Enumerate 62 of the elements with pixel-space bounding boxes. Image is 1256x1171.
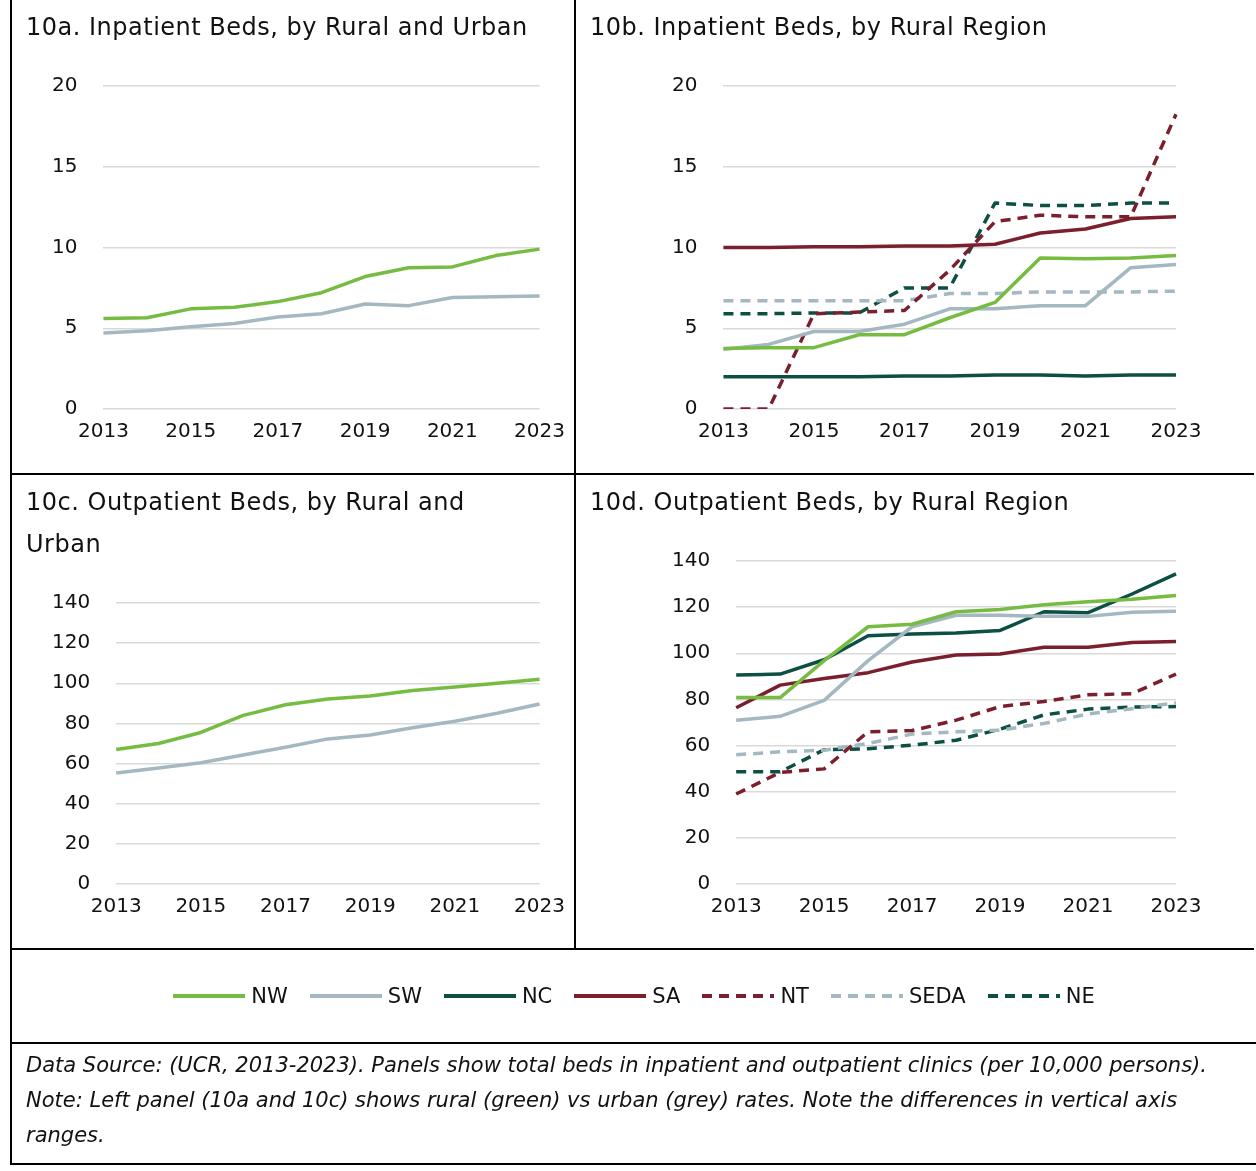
y-tick-label: 5 [684,314,698,339]
legend-label: NC [521,984,553,1008]
y-tick-label: 140 [671,547,711,572]
y-tick-label: 10 [672,233,698,258]
y-tick-label: 80 [684,685,711,710]
x-tick-label: 2013 [90,893,142,918]
x-tick-label: 2017 [260,893,311,918]
chart-title: 10c. Outpatient Beds, by Rural and Urban [25,487,466,560]
y-tick-label: 60 [684,731,711,756]
chart-title: 10b. Inpatient Beds, by Rural Region [589,12,1049,43]
x-tick-label: 2013 [78,418,129,443]
y-tick-label: 0 [77,870,91,895]
chart-title: 10d. Outpatient Beds, by Rural Region [589,487,1071,518]
y-tick-label: 40 [684,777,711,802]
legend-label: SA [652,984,681,1008]
y-tick-label: 15 [52,152,78,177]
legend-label: SEDA [908,984,966,1008]
y-tick-label: 15 [672,152,698,177]
x-tick-label: 2015 [175,893,227,918]
y-tick-label: 20 [672,72,698,97]
x-tick-label: 2015 [165,418,217,443]
x-tick-label: 2013 [710,893,762,918]
y-tick-label: 140 [51,589,91,614]
legend-label: SW [387,984,422,1008]
x-tick-label: 2021 [1062,893,1114,918]
x-tick-label: 2017 [879,418,930,443]
x-tick-label: 2019 [974,893,1026,918]
x-tick-label: 2013 [698,418,749,443]
x-tick-label: 2021 [1060,418,1111,443]
y-tick-label: 60 [64,749,91,774]
x-tick-label: 2019 [969,418,1021,443]
x-tick-label: 2019 [344,893,396,918]
x-tick-label: 2023 [1150,893,1202,918]
y-tick-label: 0 [697,870,711,895]
legend-label: NT [780,984,809,1008]
x-tick-label: 2023 [1150,418,1202,443]
legend-label: NW [251,984,288,1008]
source-note: Data Source: (UCR, 2013-2023). Panels show total beds in inpatient and outpatient clinics (per 10,000 persons). Note: Left panel (10a and 10c) shows rural (green) vs urban (grey) rates. Note the differences in vertical axis ranges. [26,1052,1208,1149]
legend-label: NE [1065,984,1095,1008]
x-tick-label: 2023 [514,893,565,918]
y-tick-label: 40 [64,789,91,814]
y-tick-label: 100 [51,669,91,694]
y-tick-label: 100 [671,639,711,664]
x-tick-label: 2017 [886,893,938,918]
y-tick-label: 120 [51,629,91,654]
y-tick-label: 80 [64,709,91,734]
x-tick-label: 2023 [514,418,565,443]
y-tick-label: 5 [64,314,78,339]
x-tick-label: 2021 [429,893,481,918]
y-tick-label: 0 [684,395,698,420]
y-tick-label: 20 [52,72,78,97]
y-tick-label: 20 [684,824,711,849]
x-tick-label: 2017 [252,418,304,443]
x-tick-label: 2015 [788,418,840,443]
y-tick-label: 10 [52,233,78,258]
x-tick-label: 2021 [426,418,478,443]
x-tick-label: 2019 [339,418,391,443]
y-tick-label: 120 [671,593,711,618]
y-tick-label: 20 [64,830,91,855]
x-tick-label: 2015 [798,893,850,918]
chart-title: 10a. Inpatient Beds, by Rural and Urban [25,12,529,43]
y-tick-label: 0 [64,395,78,420]
